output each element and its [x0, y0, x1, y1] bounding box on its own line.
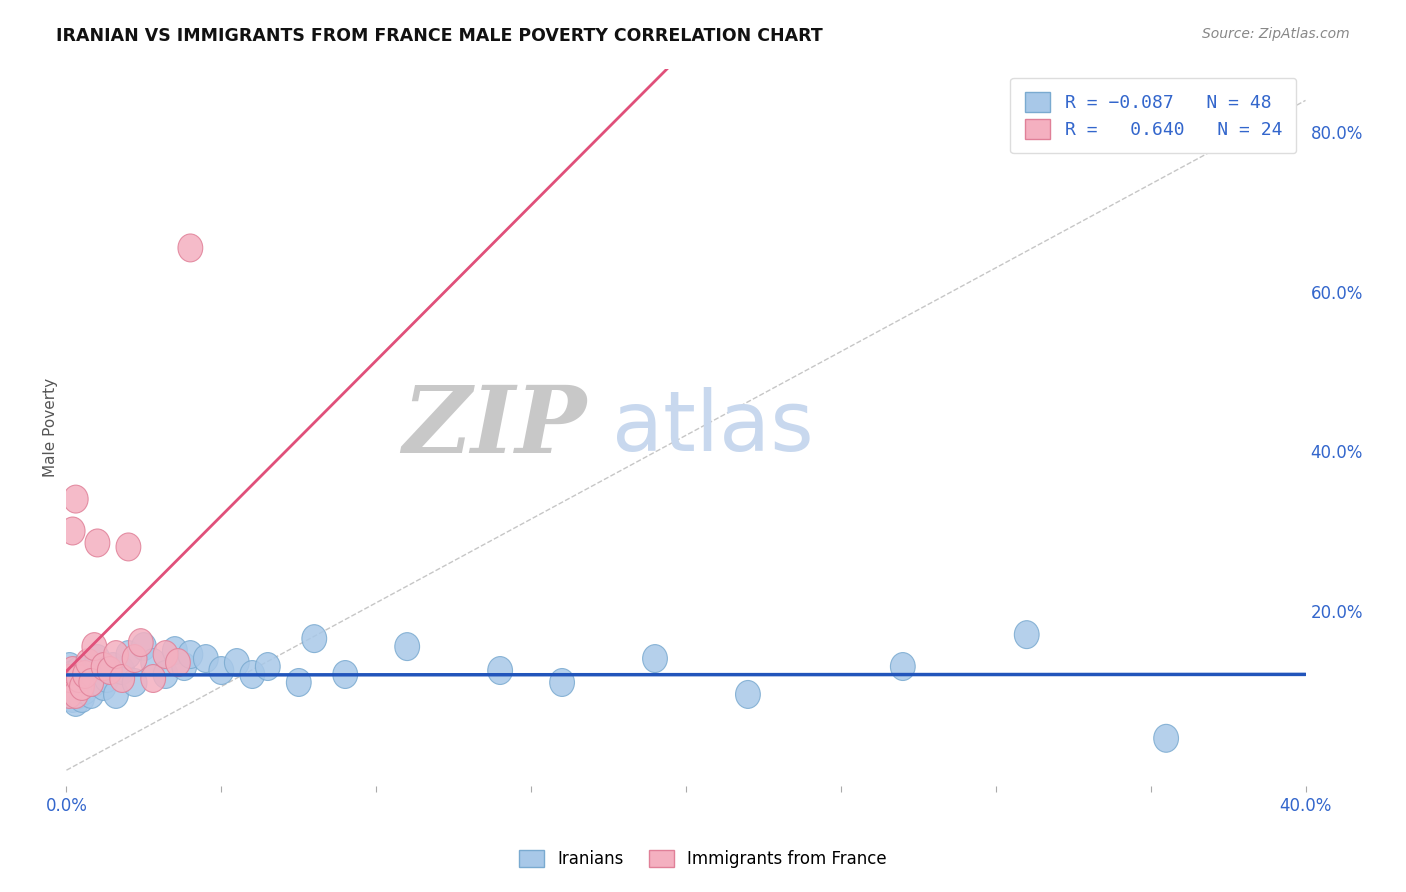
Ellipse shape	[97, 657, 122, 684]
Ellipse shape	[153, 640, 179, 668]
Ellipse shape	[58, 653, 82, 681]
Ellipse shape	[91, 673, 117, 700]
Text: ZIP: ZIP	[402, 383, 586, 473]
Ellipse shape	[63, 681, 89, 708]
Ellipse shape	[73, 676, 97, 705]
Ellipse shape	[302, 624, 326, 653]
Ellipse shape	[735, 681, 761, 708]
Ellipse shape	[69, 684, 94, 713]
Y-axis label: Male Poverty: Male Poverty	[44, 378, 58, 477]
Ellipse shape	[60, 673, 84, 700]
Legend: R = −0.087   N = 48, R =   0.640   N = 24: R = −0.087 N = 48, R = 0.640 N = 24	[1011, 78, 1296, 153]
Ellipse shape	[122, 668, 148, 697]
Ellipse shape	[79, 681, 104, 708]
Ellipse shape	[1014, 621, 1039, 648]
Ellipse shape	[63, 485, 89, 513]
Ellipse shape	[104, 681, 128, 708]
Ellipse shape	[122, 645, 148, 673]
Ellipse shape	[58, 681, 82, 708]
Ellipse shape	[128, 629, 153, 657]
Ellipse shape	[110, 657, 135, 684]
Ellipse shape	[395, 632, 419, 661]
Ellipse shape	[84, 645, 110, 673]
Ellipse shape	[89, 661, 112, 689]
Ellipse shape	[79, 668, 104, 697]
Text: IRANIAN VS IMMIGRANTS FROM FRANCE MALE POVERTY CORRELATION CHART: IRANIAN VS IMMIGRANTS FROM FRANCE MALE P…	[56, 27, 823, 45]
Ellipse shape	[58, 665, 82, 692]
Text: atlas: atlas	[612, 387, 814, 467]
Ellipse shape	[890, 653, 915, 681]
Ellipse shape	[69, 673, 94, 700]
Ellipse shape	[488, 657, 513, 684]
Ellipse shape	[179, 234, 202, 262]
Ellipse shape	[60, 657, 84, 684]
Ellipse shape	[66, 657, 91, 684]
Ellipse shape	[287, 668, 311, 697]
Ellipse shape	[76, 653, 100, 681]
Ellipse shape	[194, 645, 218, 673]
Ellipse shape	[63, 676, 89, 705]
Ellipse shape	[60, 517, 84, 545]
Ellipse shape	[117, 640, 141, 668]
Ellipse shape	[1154, 724, 1178, 752]
Ellipse shape	[58, 668, 82, 697]
Ellipse shape	[179, 640, 202, 668]
Ellipse shape	[91, 653, 117, 681]
Ellipse shape	[209, 657, 233, 684]
Ellipse shape	[110, 665, 135, 692]
Ellipse shape	[58, 681, 82, 708]
Ellipse shape	[333, 661, 357, 689]
Ellipse shape	[153, 661, 179, 689]
Ellipse shape	[172, 653, 197, 681]
Ellipse shape	[643, 645, 668, 673]
Ellipse shape	[141, 665, 166, 692]
Ellipse shape	[60, 661, 84, 689]
Ellipse shape	[82, 632, 107, 661]
Ellipse shape	[550, 668, 575, 697]
Ellipse shape	[63, 665, 89, 692]
Ellipse shape	[94, 665, 120, 692]
Text: Source: ZipAtlas.com: Source: ZipAtlas.com	[1202, 27, 1350, 41]
Ellipse shape	[73, 661, 97, 689]
Ellipse shape	[82, 668, 107, 697]
Ellipse shape	[225, 648, 249, 676]
Ellipse shape	[166, 648, 190, 676]
Ellipse shape	[100, 653, 125, 681]
Ellipse shape	[256, 653, 280, 681]
Ellipse shape	[76, 648, 100, 676]
Ellipse shape	[84, 529, 110, 557]
Ellipse shape	[141, 648, 166, 676]
Ellipse shape	[132, 632, 156, 661]
Ellipse shape	[163, 637, 187, 665]
Ellipse shape	[69, 665, 94, 692]
Ellipse shape	[240, 661, 264, 689]
Ellipse shape	[66, 681, 91, 708]
Ellipse shape	[104, 640, 128, 668]
Ellipse shape	[66, 665, 91, 692]
Ellipse shape	[117, 533, 141, 561]
Legend: Iranians, Immigrants from France: Iranians, Immigrants from France	[513, 843, 893, 875]
Ellipse shape	[60, 684, 84, 713]
Ellipse shape	[63, 689, 89, 716]
